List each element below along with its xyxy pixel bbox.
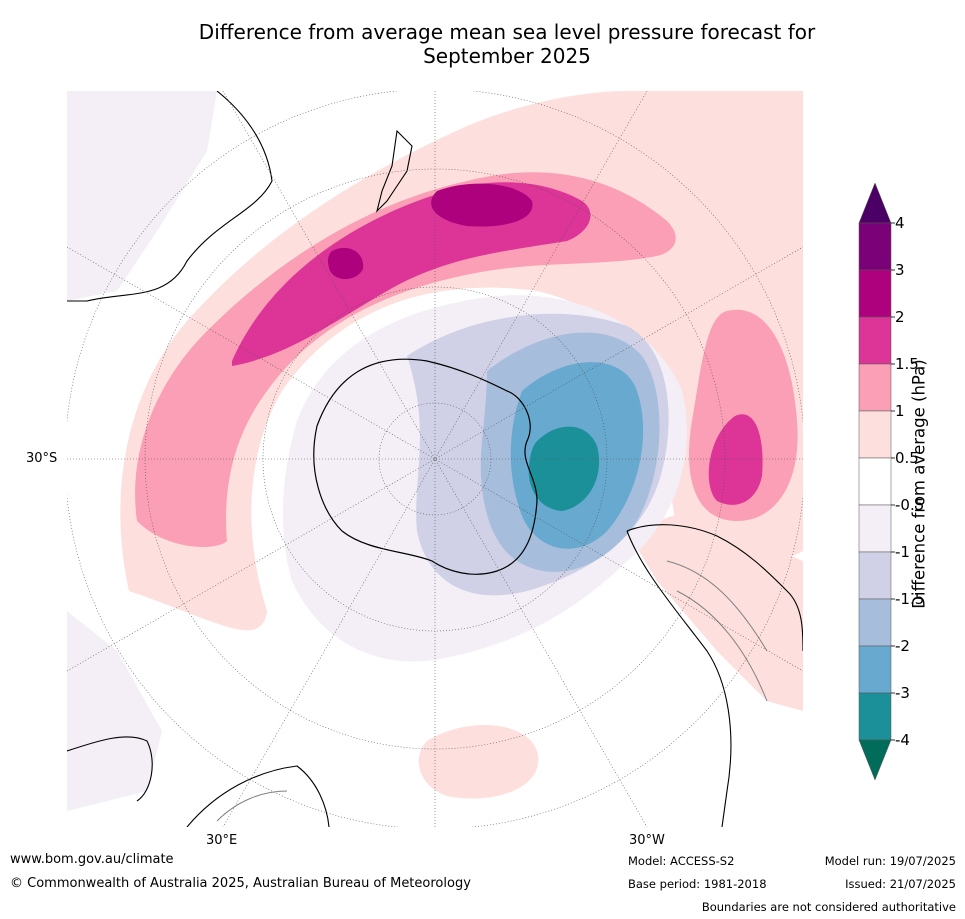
graticule — [67, 91, 803, 827]
issued-text: Issued: 21/07/2025 — [845, 877, 956, 891]
colorbar-tick-label: -1 — [895, 543, 910, 561]
colorbar-bin — [858, 645, 892, 694]
copyright-text: © Commonwealth of Australia 2025, Austra… — [10, 876, 471, 891]
colorbar-ticks: 4 3 2 1.5 1 0.5 -0.5 -1 -1.5 -2 -3 -4 — [891, 214, 924, 749]
title-line-1: Difference from average mean sea level p… — [198, 20, 816, 44]
south-america-coastline — [626, 524, 803, 827]
colorbar-bin — [858, 316, 892, 365]
colorbar-tick-label: 4 — [895, 214, 905, 232]
colorbar-bin — [858, 410, 892, 459]
model-text: Model: ACCESS-S2 — [628, 854, 735, 868]
anomaly-region-neg4-field — [528, 426, 600, 511]
lon-label-30w: 30°W — [629, 833, 665, 848]
anomaly-region-neg05-west — [67, 91, 217, 301]
disclaimer-text: Boundaries are not considered authoritat… — [701, 900, 956, 914]
colorbar-bin — [858, 457, 892, 506]
anomaly-region-neg05-southwest — [67, 611, 162, 811]
colorbar-tick-label: 3 — [895, 261, 905, 279]
colorbar-title: Difference from average (hPa) — [909, 359, 929, 609]
colorbar-bin — [858, 739, 892, 781]
map-svg — [67, 91, 803, 827]
colorbar-bin — [858, 551, 892, 600]
lon-label-30e: 30°E — [206, 833, 238, 848]
website-link[interactable]: www.bom.gov.au/climate — [10, 852, 174, 867]
colorbar-bin — [858, 222, 892, 271]
colorbar-bins — [858, 182, 892, 781]
colorbar-tick-label: -4 — [895, 731, 910, 749]
chart-title: Difference from average mean sea level p… — [0, 20, 965, 68]
new-zealand-coastline — [375, 129, 413, 213]
anomaly-region-2.0-north — [431, 183, 533, 227]
colorbar-bin — [858, 363, 892, 412]
base-period-text: Base period: 1981-2018 — [628, 877, 767, 891]
model-run-text: Model run: 19/07/2025 — [824, 854, 956, 868]
pressure-anomaly-map — [67, 91, 803, 827]
colorbar-tick-label: 1 — [895, 402, 905, 420]
africa-borders — [216, 790, 288, 822]
colorbar-tick-label: 2 — [895, 308, 905, 326]
colorbar-bin — [858, 504, 892, 553]
anomaly-region-1.5-arc — [232, 182, 591, 366]
colorbar-tick-label: -3 — [895, 684, 910, 702]
colorbar-bin — [858, 269, 892, 318]
lat-label-30s: 30°S — [26, 451, 58, 466]
colorbar-tick-label: -1.5 — [895, 590, 924, 608]
colorbar-bin — [858, 692, 892, 741]
colorbar-tick-label: -0.5 — [895, 496, 924, 514]
anomaly-region-0.5-south — [418, 724, 539, 799]
south-america-borders — [666, 560, 768, 702]
anomaly-region-2.0-west — [327, 247, 364, 280]
anomaly-region-1.5-east — [708, 414, 763, 505]
anomaly-region-0.5-southamerica — [627, 511, 803, 711]
title-line-2: September 2025 — [423, 44, 591, 68]
colorbar-tick-label: -2 — [895, 637, 910, 655]
colorbar-tick-label: 1.5 — [895, 355, 919, 373]
africa-coastline — [67, 736, 330, 827]
colorbar-bin — [858, 598, 892, 647]
colorbar: 4 3 2 1.5 1 0.5 -0.5 -1 -1.5 -2 -3 -4 — [858, 182, 924, 781]
antarctica-coastline — [313, 358, 538, 575]
colorbar-tick-label: 0.5 — [895, 449, 919, 467]
australia-coastline — [67, 91, 273, 302]
colorbar-bin — [858, 182, 892, 224]
